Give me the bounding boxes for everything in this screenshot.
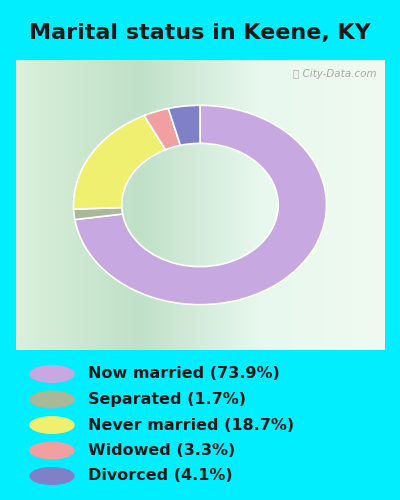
Text: Now married (73.9%): Now married (73.9%) <box>88 366 280 382</box>
Text: Separated (1.7%): Separated (1.7%) <box>88 392 246 407</box>
Text: ⓘ City-Data.com: ⓘ City-Data.com <box>293 68 377 78</box>
Circle shape <box>30 366 74 382</box>
Wedge shape <box>168 106 200 146</box>
Wedge shape <box>74 116 166 209</box>
Wedge shape <box>74 208 123 220</box>
Circle shape <box>30 391 74 408</box>
Circle shape <box>30 442 74 459</box>
Wedge shape <box>75 106 326 304</box>
Text: Never married (18.7%): Never married (18.7%) <box>88 418 294 432</box>
Text: Marital status in Keene, KY: Marital status in Keene, KY <box>29 23 371 43</box>
Text: Widowed (3.3%): Widowed (3.3%) <box>88 443 235 458</box>
Text: Divorced (4.1%): Divorced (4.1%) <box>88 468 233 483</box>
Circle shape <box>30 468 74 484</box>
Circle shape <box>30 417 74 433</box>
Wedge shape <box>144 108 180 150</box>
